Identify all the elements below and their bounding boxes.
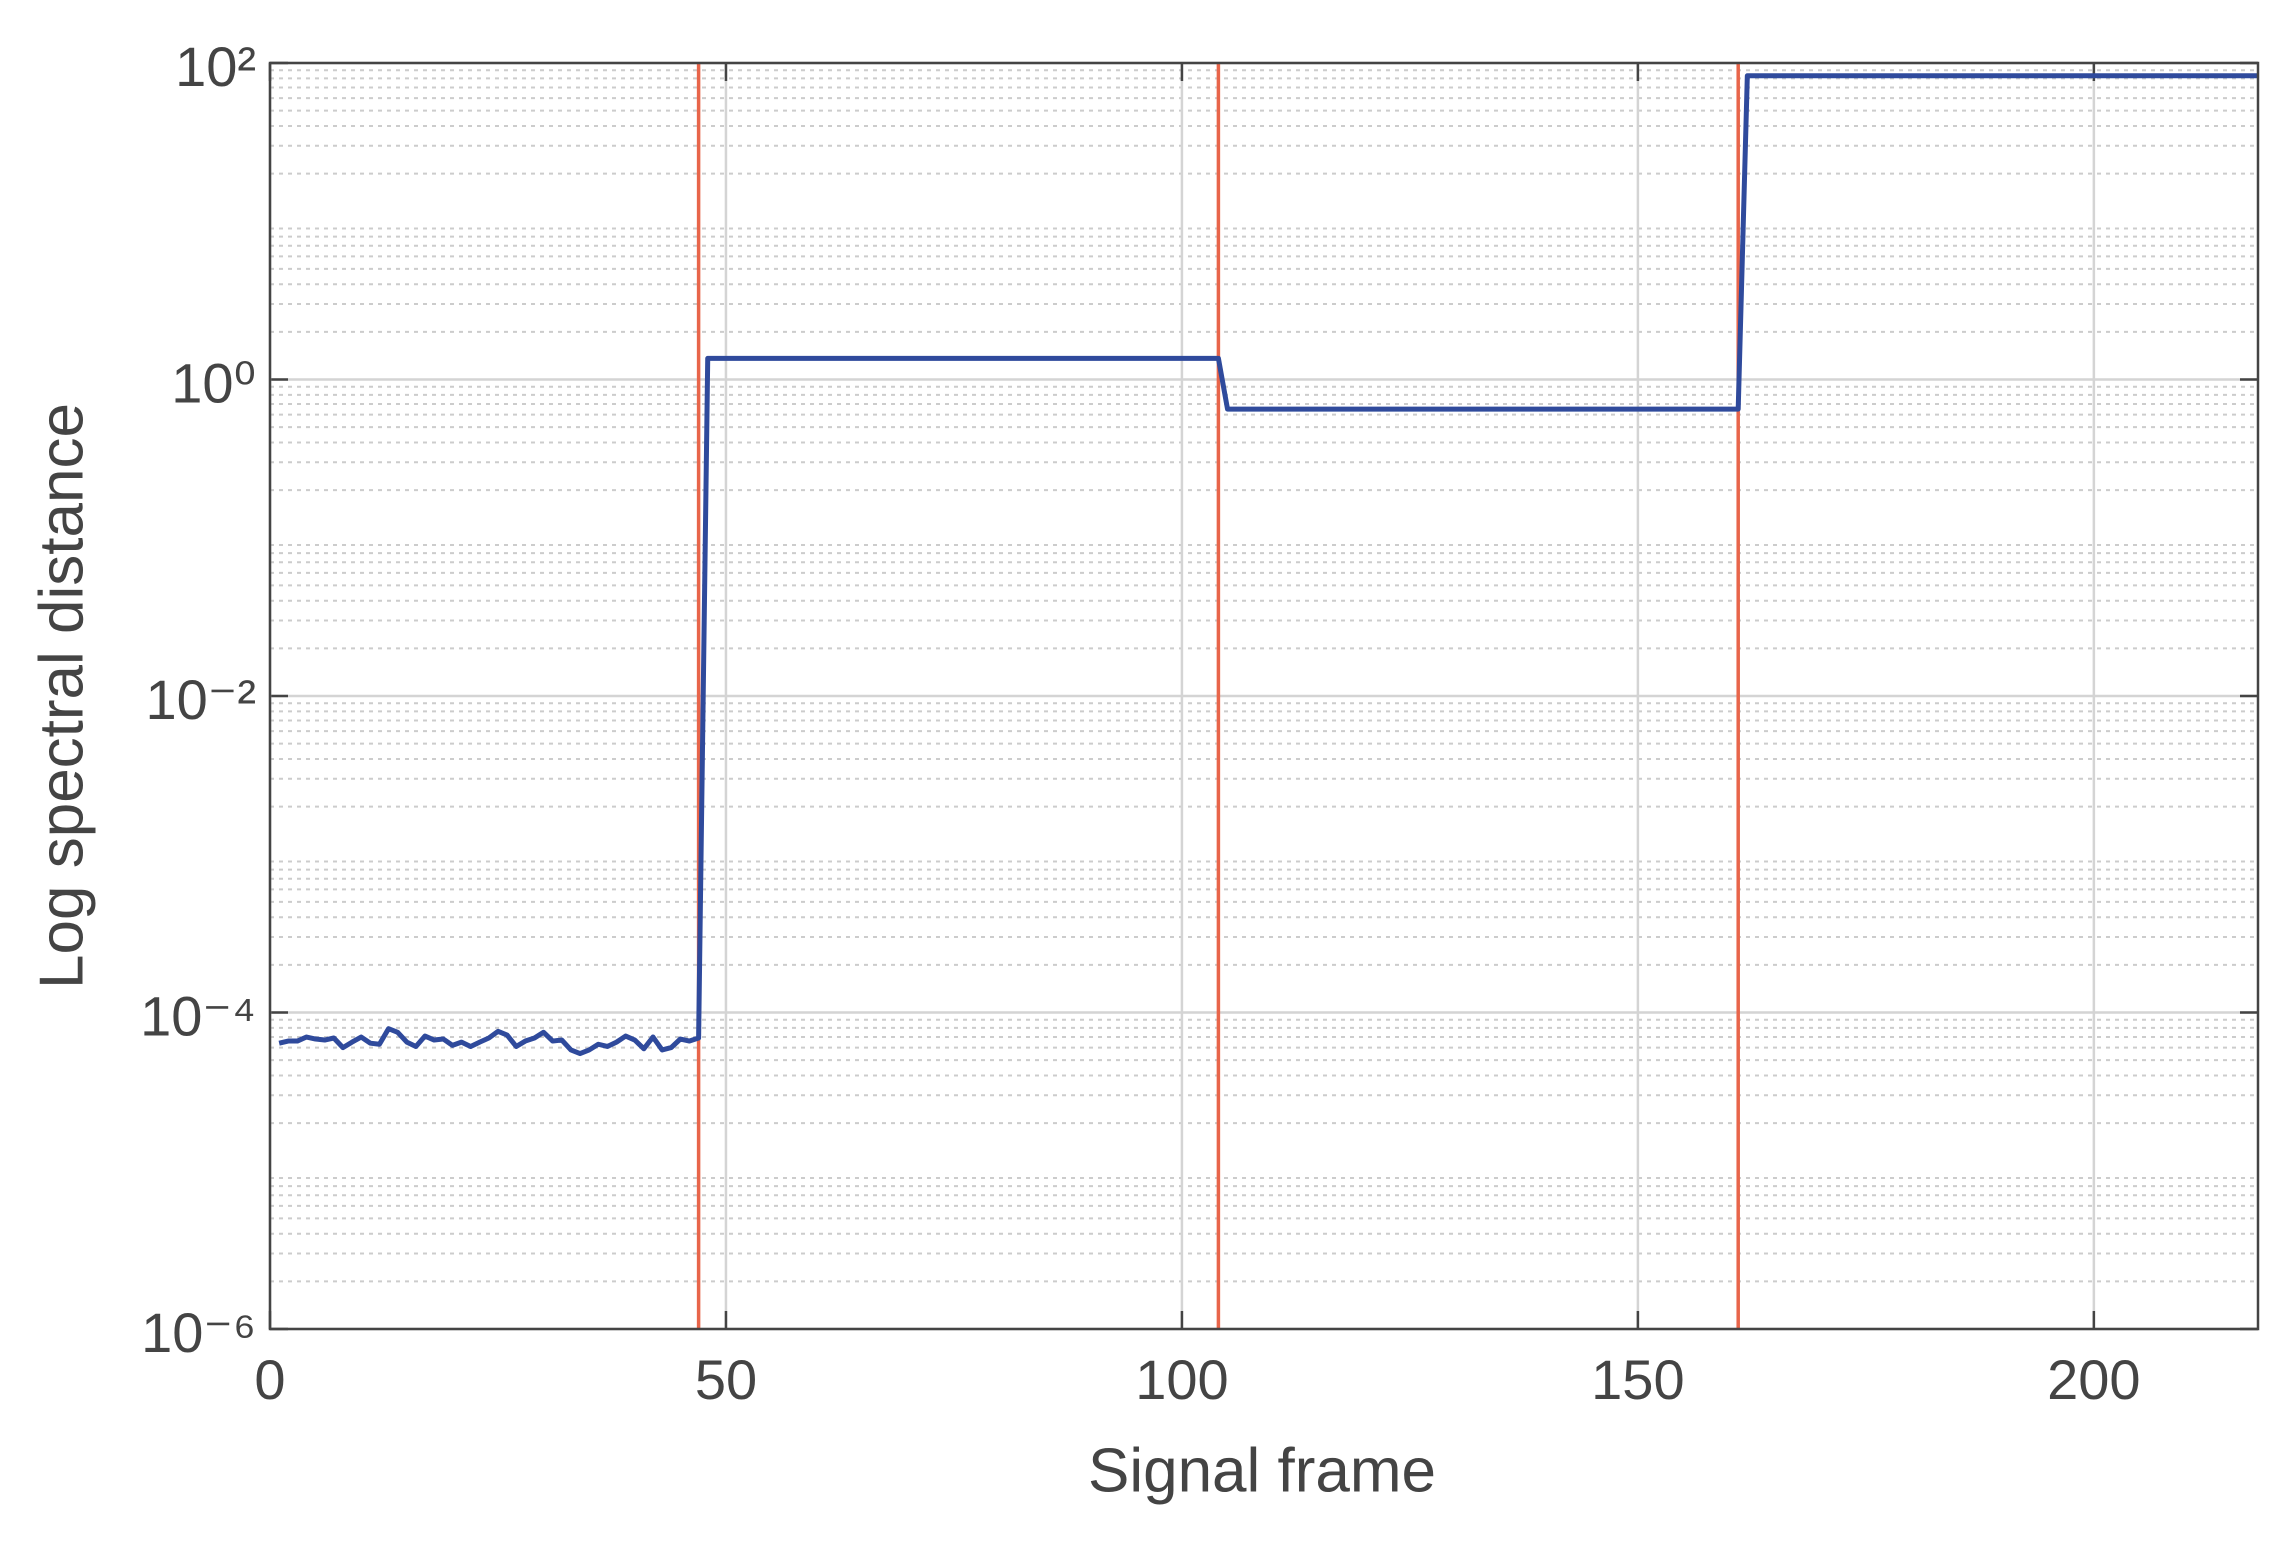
y-tick-label: 10⁻⁴ — [140, 984, 256, 1047]
y-axis-label: Log spectral distance — [27, 403, 96, 989]
x-tick-label: 50 — [695, 1348, 757, 1411]
y-tick-label: 10⁻⁶ — [141, 1301, 256, 1364]
x-tick-label: 0 — [254, 1348, 285, 1411]
x-axis-label: Signal frame — [1088, 1436, 1436, 1505]
y-tick-label: 10⁰ — [171, 351, 256, 414]
x-tick-label: 150 — [1591, 1348, 1684, 1411]
plot-frame — [268, 61, 2260, 1331]
data-line — [278, 73, 2258, 1057]
y-tick-label: 10² — [175, 35, 256, 98]
x-tick-label: 200 — [2047, 1348, 2140, 1411]
x-tick-label: 100 — [1135, 1348, 1228, 1411]
y-tick-label: 10⁻² — [146, 668, 257, 731]
